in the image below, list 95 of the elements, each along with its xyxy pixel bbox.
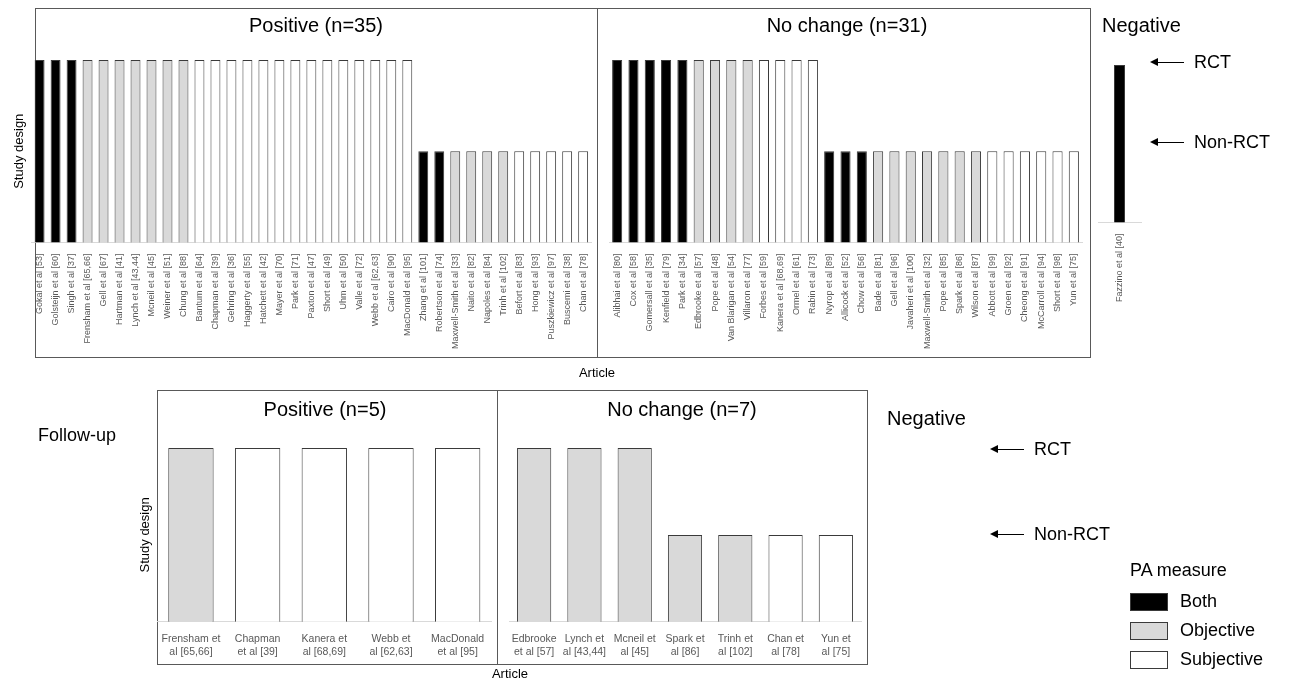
chart-title: Negative [1102,14,1181,37]
x-axis-title: Article [491,666,529,681]
x-axis-title: Article [578,365,616,380]
x-tick-label: Gell et al [96] [888,253,899,307]
x-tick-label: Park et al [71] [289,253,300,309]
x-tick-label: Fazzino et al [40] [1113,233,1124,303]
y-axis-title: Study design [11,113,27,189]
text: RCT [1194,51,1231,73]
x-tick-label: Paxton et al [47] [305,253,316,319]
x-tick-label: Singh et al [37] [66,253,77,314]
x-tick-label: Naito et al [82] [465,253,476,312]
x-tick-label: Lynch et al [43,44] [130,253,140,327]
x-tick-label: Abbott et al [99] [986,253,997,317]
x-tick-label: McCarroll et al [94] [1035,253,1046,329]
x-tick-label: Mcneil et al [45] [145,253,156,317]
x-tick-label: Napoles et al [84] [481,253,492,324]
x-tick-label: Mcneil et al [45] [613,631,656,657]
x-tick-label: Weiner et al [51] [161,253,172,319]
x-tick-label: Short et al [98] [1052,253,1063,313]
x-tick-label: Maxwell-Smith et al [33] [449,253,460,350]
x-tick-label: Cairo et al [90] [385,253,396,312]
x-tick-label: Puszkiewicz et al [97] [545,253,556,340]
x-tick-label: Pope et al [48] [709,253,720,312]
x-tick-label: Cox et al [58] [627,253,638,307]
x-tick-label: Groen et al [92] [1003,253,1014,316]
text: Non-RCT [1034,523,1111,545]
chart-title: Positive (n=35) [249,14,383,37]
x-tick-label: Webb et al [62,63] [369,253,380,327]
x-tick-label: MacDonald et al [95] [431,631,485,657]
x-tick-label: Lynch et al [43,44] [562,631,607,657]
x-tick-label: Hatchett et al [42] [257,253,268,325]
x-tick-label: Kanera et al [68,69] [301,631,348,657]
x-tick-label: Uhm et al [50] [337,253,348,310]
chart-title: Positive (n=5) [263,398,387,421]
x-tick-label: Spark et al [86] [665,631,705,657]
x-tick-label: Alibhai et al [80] [611,253,622,318]
x-tick-label: Bantum et al [64] [193,253,204,322]
x-tick-label: Park et al [34] [676,253,687,309]
x-tick-label: Trinh et al [102] [497,253,508,316]
text: Non-RCT [1194,131,1271,153]
x-tick-label: Valle et al [72] [353,253,364,310]
x-tick-label: Robertson et al [74] [433,253,444,333]
y-axis-title: Study design [137,497,153,573]
x-tick-label: Frensham et al [65,66] [82,253,93,344]
text: Negative [887,407,966,430]
x-tick-label: MacDonald et al [95] [401,253,412,337]
legend-label: Subjective [1180,649,1264,670]
x-tick-label: Befort et al [83] [513,253,524,315]
x-tick-label: Short et al [49] [321,253,332,313]
x-tick-label: Gomersall et al [35] [644,253,655,332]
x-tick-label: Mayer et al [70] [273,253,284,316]
x-tick-label: Edbrooke et al [57] [693,253,704,330]
x-tick-label: Hong et al [93] [529,253,540,313]
text: Follow-up [38,424,117,446]
x-tick-label: Yun et al [75] [1068,253,1079,307]
x-tick-label: Buscemi et al [38] [561,253,572,326]
x-tick-label: Chung et al [88] [177,253,188,318]
x-tick-label: Pope et al [85] [937,253,948,312]
x-tick-label: Edbrooke et al [57] [511,631,557,657]
x-tick-label: Forbes et al [59] [758,253,769,319]
legend-label: Both [1180,591,1218,612]
x-tick-label: Chow et al [56] [856,253,867,314]
chart-title: No change (n=7) [607,398,757,421]
x-tick-label: Golsteijn et al [60] [50,253,61,326]
x-tick-label: Ormel et al [61] [791,253,802,315]
x-tick-label: Chan et al [78] [577,253,588,313]
x-tick-label: Hartman et al [41] [114,253,125,326]
legend-title: PA measure [1130,560,1228,581]
x-tick-label: Zhang et al [101] [417,253,428,322]
x-tick-label: Yun et al [75] [820,631,851,657]
x-tick-label: Chan et al [78] [767,631,805,657]
x-tick-label: Trinh et al [102] [717,631,753,657]
x-tick-label: Chapman et al [39] [209,253,220,330]
x-tick-label: Kanera et al [68,69] [774,253,785,333]
x-tick-label: Gell et al [67] [98,253,109,307]
x-tick-label: Webb et al [62,63] [369,631,413,657]
x-tick-label: Javaheri et al [100] [905,253,916,330]
x-tick-label: Allicock et al [52] [839,253,850,321]
x-tick-label: Wilson et al [87] [970,253,981,318]
x-tick-label: Frensham et al [65,66] [161,631,221,657]
x-tick-label: Kenfield et al [79] [660,253,671,324]
x-tick-label: Maxwell-Smith et al [32] [921,253,932,350]
x-tick-label: Cheong et al [91] [1019,253,1030,323]
x-tick-label: Chapman et al [39] [234,631,281,657]
chart-title: No change (n=31) [766,14,928,37]
x-tick-label: Haggerty et al [55] [241,253,252,328]
text: RCT [1034,438,1071,460]
legend-label: Objective [1180,620,1256,641]
x-tick-label: Villaron et al [77] [742,253,753,321]
x-tick-label: Van Blarigan et al [54] [725,253,736,342]
x-tick-label: Gehring et al [36] [225,253,236,323]
x-tick-label: Spark et al [86] [954,253,965,315]
x-tick-label: Nyrop et al [89] [823,253,834,315]
x-tick-label: Bade et al [81] [872,253,883,312]
x-tick-label: Rabin et al [73] [807,253,818,315]
